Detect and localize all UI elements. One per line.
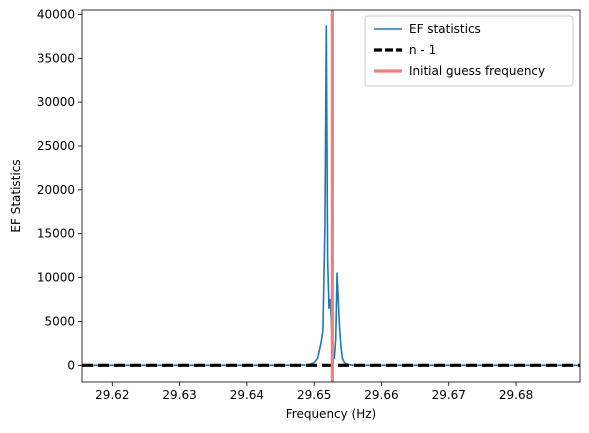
legend-label: n - 1 <box>409 43 436 57</box>
x-tick-label: 29.64 <box>230 388 264 402</box>
x-axis-label: Frequency (Hz) <box>286 407 377 421</box>
x-tick-label: 29.63 <box>162 388 196 402</box>
y-tick-label: 30000 <box>37 95 75 109</box>
y-axis-label: EF Statistics <box>9 159 23 232</box>
legend-label: Initial guess frequency <box>409 64 545 78</box>
y-tick-label: 5000 <box>44 314 75 328</box>
legend-box <box>364 15 574 87</box>
y-tick-label: 15000 <box>37 227 75 241</box>
y-tick-label: 35000 <box>37 51 75 65</box>
legend-label: EF statistics <box>409 22 481 36</box>
y-tick-label: 0 <box>67 358 75 372</box>
legend: EF statistics n - 1 Initial guess frequenc… <box>364 15 574 87</box>
x-tick-label: 29.68 <box>499 388 533 402</box>
x-tick-label: 29.62 <box>95 388 129 402</box>
y-tick-label: 25000 <box>37 139 75 153</box>
x-tick-label: 29.65 <box>297 388 331 402</box>
plot-area <box>82 10 580 382</box>
y-tick-label: 10000 <box>37 271 75 285</box>
y-tick-label: 40000 <box>37 7 75 21</box>
x-tick-label: 29.67 <box>432 388 466 402</box>
x-tick-label: 29.66 <box>364 388 398 402</box>
y-tick-label: 20000 <box>37 183 75 197</box>
axes: 29.62 29.63 29.64 29.65 29.66 29.67 29.68 0 5000… <box>37 7 581 402</box>
plot-frame <box>81 9 581 383</box>
